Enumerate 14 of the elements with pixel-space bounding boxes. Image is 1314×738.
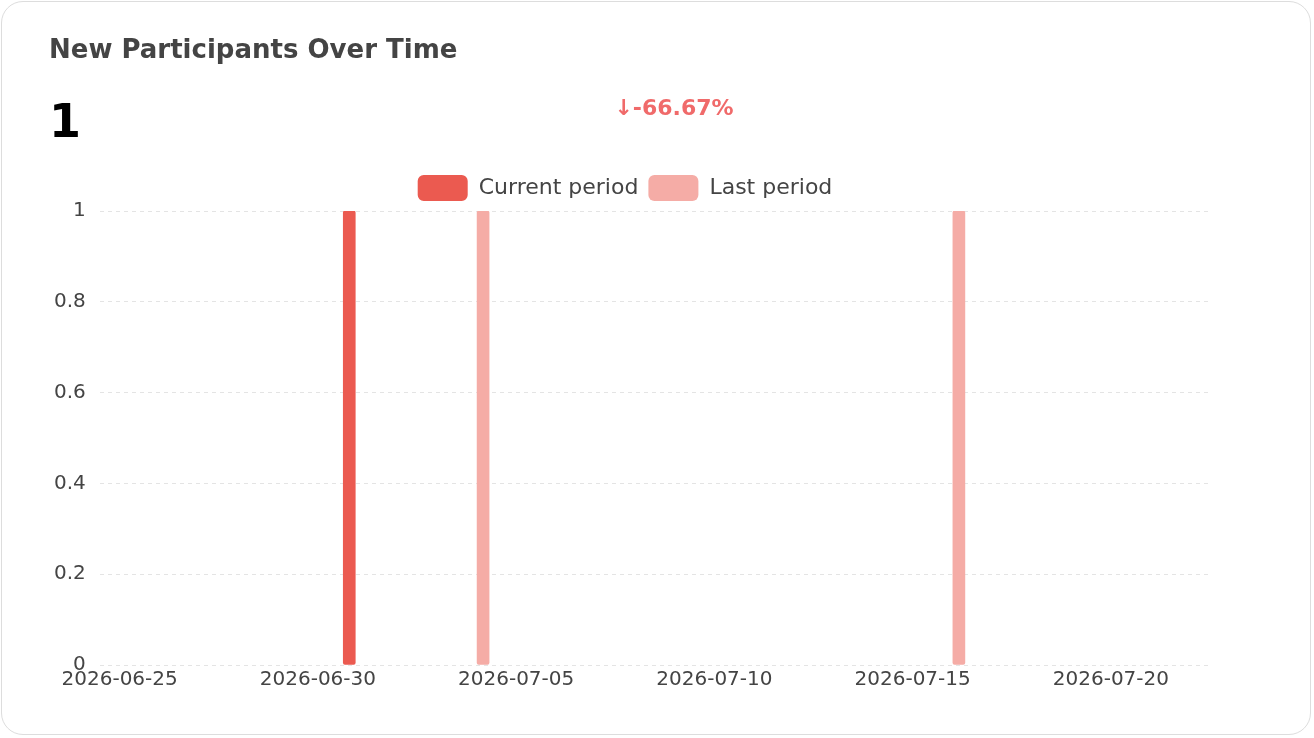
chart-title: New Participants Over Time [49, 34, 458, 64]
x-tick-label: 2026-07-10 [656, 666, 773, 691]
y-tick-label: 0.2 [53, 560, 86, 585]
text: ↓-66.67% [614, 95, 734, 120]
x-tick-label: 2026-06-30 [259, 666, 376, 691]
x-tick-label: 2026-07-15 [854, 666, 971, 691]
y-tick-label: 1 [73, 197, 86, 222]
y-tick-label: 0.8 [53, 288, 86, 312]
legend-label: Current period [478, 173, 639, 199]
legend-label: Last period [709, 173, 833, 199]
x-tick-label: 2026-07-20 [1052, 666, 1169, 691]
y-tick-label: 0.6 [53, 378, 86, 403]
y-tick-label: 0.4 [53, 469, 86, 494]
x-tick-label: 2026-07-05 [458, 666, 575, 691]
